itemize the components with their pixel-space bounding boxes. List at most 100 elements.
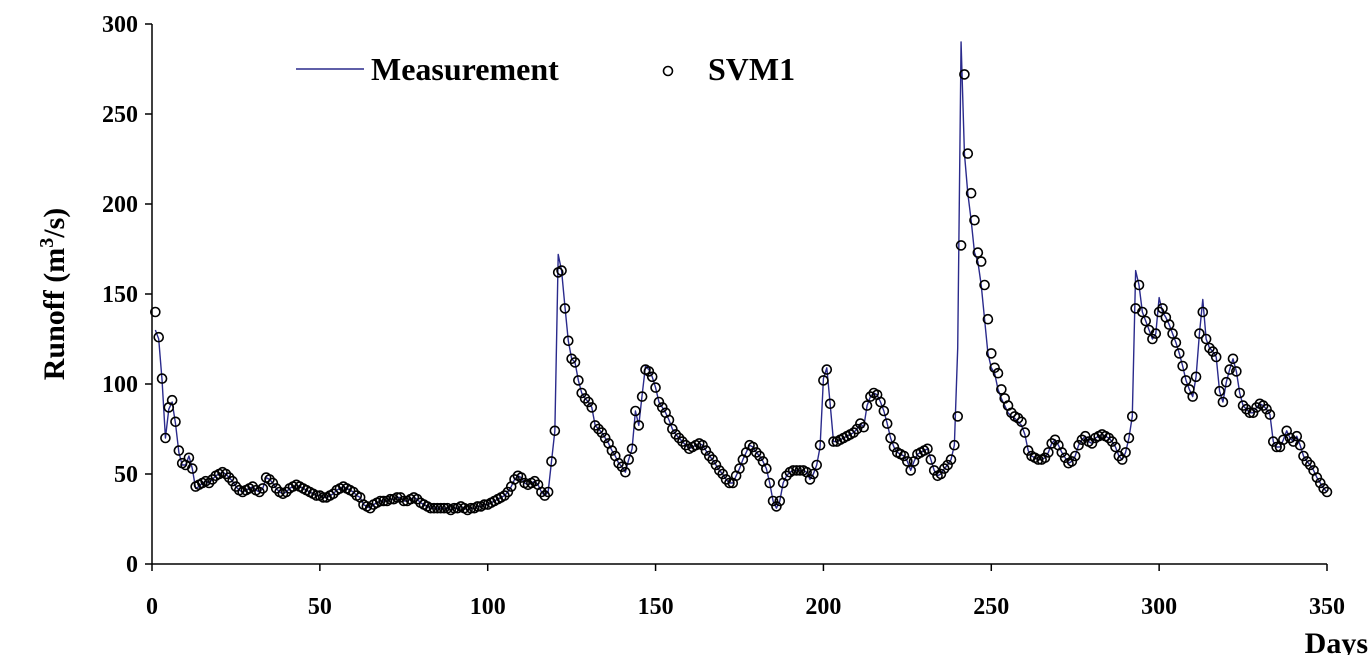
svm1-point xyxy=(583,396,594,408)
x-axis-title: Days xyxy=(1305,627,1368,655)
svm1-point xyxy=(754,450,765,462)
svm1-point xyxy=(1220,376,1232,388)
svm1-point xyxy=(650,382,661,393)
svm1-point xyxy=(1066,456,1078,467)
svm1-point xyxy=(1217,396,1229,408)
svm1-point xyxy=(170,416,181,428)
svm1-point xyxy=(1311,472,1323,483)
svm1-point xyxy=(902,456,913,467)
svm1-point xyxy=(1019,427,1031,438)
svm1-point xyxy=(808,468,819,480)
svm1-point xyxy=(1180,375,1192,386)
svm1-point xyxy=(183,452,195,464)
svm1-point xyxy=(596,427,608,438)
svm1-point xyxy=(1120,447,1131,458)
svm1-point xyxy=(1291,430,1303,442)
svm1-point xyxy=(156,373,168,384)
svm1-point xyxy=(972,247,984,258)
svm1-point xyxy=(881,418,893,429)
svm1-point xyxy=(888,441,900,453)
svm1-point xyxy=(700,445,712,456)
series-layer xyxy=(150,41,1333,516)
svm1-point xyxy=(1157,303,1168,314)
svm1-point xyxy=(398,495,410,507)
svm1-point xyxy=(653,396,665,408)
svm1-point xyxy=(227,475,238,487)
svm1-point xyxy=(1170,337,1182,348)
svm1-point xyxy=(1244,407,1256,419)
svm1-point xyxy=(965,187,977,199)
svm1-point xyxy=(1173,348,1185,359)
svm1-point xyxy=(962,148,974,159)
svm1-point xyxy=(707,454,718,465)
svm1-point xyxy=(656,402,668,413)
axes xyxy=(151,24,1327,565)
svm1-point xyxy=(385,493,396,505)
svm1-point xyxy=(925,454,937,465)
svm1-point xyxy=(186,463,198,474)
svm1-point xyxy=(767,495,779,507)
legend-measurement-label: Measurement xyxy=(371,51,559,87)
svm1-point xyxy=(448,502,460,514)
svm1-point xyxy=(851,423,863,435)
svm1-point xyxy=(1039,452,1051,464)
svm1-point xyxy=(1304,459,1316,471)
x-tick-label: 250 xyxy=(973,594,1009,620)
svm1-point xyxy=(1073,439,1084,451)
svm1-point xyxy=(438,502,450,514)
svm1-point xyxy=(616,461,628,473)
svm1-point xyxy=(1032,454,1044,465)
y-tick-label: 150 xyxy=(102,282,138,308)
svm1-point xyxy=(814,439,826,451)
svm1-point xyxy=(1126,411,1138,422)
svm1-point xyxy=(646,371,658,383)
svm1-point xyxy=(811,459,823,471)
svm1-point xyxy=(479,499,490,510)
measurement-series-line xyxy=(154,41,1328,511)
svm1-point xyxy=(1022,445,1034,456)
svm1-point xyxy=(1200,333,1212,345)
svm1-point xyxy=(267,477,279,489)
svm1-point xyxy=(1190,371,1202,383)
svm1-point xyxy=(606,445,618,456)
svm1-point xyxy=(975,256,987,267)
svm1-point xyxy=(1227,353,1239,365)
svm1-point xyxy=(573,375,584,386)
svm1-point xyxy=(949,439,960,451)
svm1-point xyxy=(562,335,574,347)
x-tick-label: 150 xyxy=(638,594,674,620)
svm1-point xyxy=(787,465,799,476)
svm1-point xyxy=(1261,403,1272,415)
svm1-point xyxy=(1163,319,1175,330)
svm1-point xyxy=(549,425,561,437)
svm1-point xyxy=(861,400,873,411)
svm1-point xyxy=(1224,364,1235,375)
svm1-point xyxy=(828,436,839,447)
svm1-point xyxy=(952,411,964,422)
svm1-point xyxy=(734,463,745,474)
svm1-point xyxy=(747,441,759,453)
svm1-point xyxy=(317,492,329,503)
svm1-point xyxy=(1147,333,1158,345)
svm1-point xyxy=(791,465,802,476)
svm1-point xyxy=(1264,409,1276,420)
svm1-point xyxy=(160,432,171,444)
svm1-point xyxy=(1194,328,1205,339)
y-tick-label: 100 xyxy=(102,372,138,398)
svm1-point xyxy=(311,490,322,501)
svm1-point xyxy=(630,405,641,417)
svm1-point xyxy=(1110,441,1121,453)
svm1-point xyxy=(626,443,638,455)
svm1-point xyxy=(1133,279,1145,291)
x-tick-label: 300 xyxy=(1141,594,1177,620)
svm1-point xyxy=(905,465,917,476)
svm1-point xyxy=(1049,434,1061,446)
svm1-point xyxy=(472,501,483,512)
svm1-point xyxy=(559,303,571,314)
svm1-point xyxy=(1271,441,1282,453)
svm1-point xyxy=(1267,436,1279,447)
svm1-point xyxy=(794,465,806,476)
svm1-point xyxy=(556,265,567,276)
y-axis-title: Runoff (m3/s) xyxy=(36,208,71,381)
